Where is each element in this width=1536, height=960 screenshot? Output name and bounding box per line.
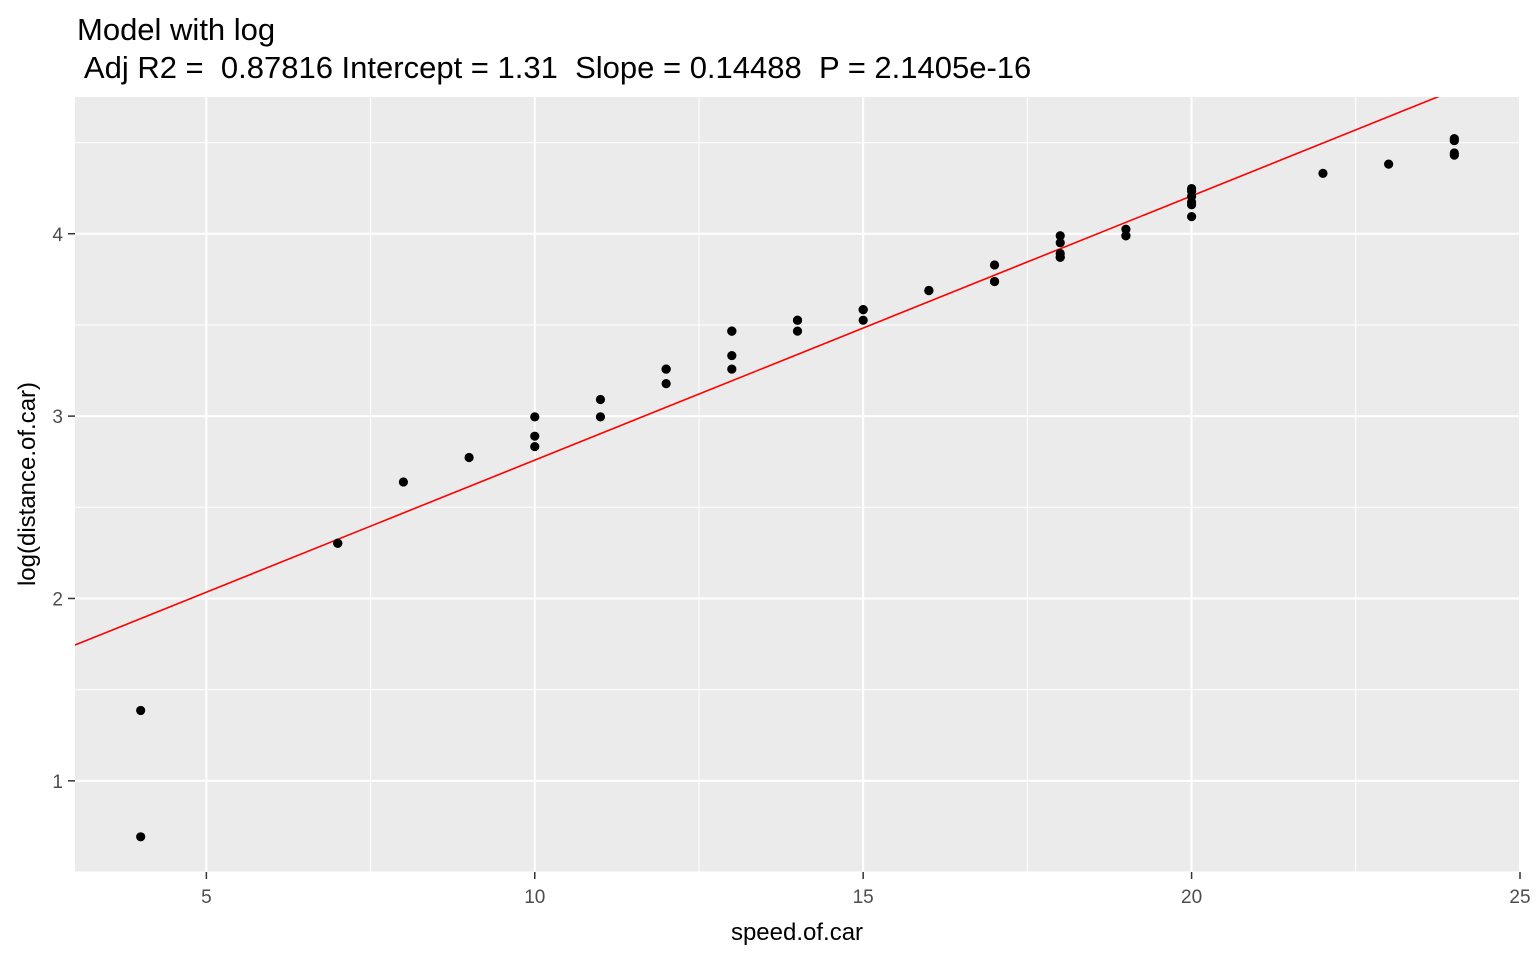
data-point [530, 431, 540, 441]
fit-line-group [75, 97, 1440, 646]
data-point [858, 315, 868, 325]
data-point [858, 305, 868, 315]
x-tick-label: 25 [1509, 887, 1530, 908]
data-point [1055, 248, 1065, 259]
data-point [661, 379, 671, 389]
x-tick-label: 5 [201, 887, 212, 908]
data-point [1449, 133, 1459, 144]
data-point [1186, 212, 1197, 222]
x-tick-label: 20 [1181, 887, 1202, 908]
data-point [661, 364, 671, 374]
data-point [727, 364, 737, 374]
data-point [530, 441, 540, 452]
data-point [1186, 183, 1197, 194]
data-point [595, 412, 606, 422]
data-point [136, 705, 146, 716]
y-tick-label: 3 [52, 407, 63, 428]
data-point [1384, 159, 1394, 169]
data-point [136, 832, 146, 842]
y-axis: 1 2 3 4 [52, 225, 75, 793]
data-point [1121, 224, 1131, 234]
x-tick-label: 15 [853, 887, 874, 908]
data-point [792, 315, 803, 325]
data-point [1121, 231, 1131, 241]
data-point [464, 452, 474, 463]
data-point [333, 538, 343, 548]
data-point [924, 285, 934, 296]
data-point [1449, 148, 1459, 158]
data-points [136, 133, 1459, 842]
x-tick-label: 10 [524, 887, 545, 908]
data-point [595, 394, 606, 405]
y-axis-title: log(distance.of.car) [14, 382, 41, 586]
data-point [1318, 168, 1328, 179]
major-gridlines [75, 97, 1521, 872]
data-point [989, 260, 1000, 270]
plot-panel [75, 97, 1520, 872]
fit-line [75, 97, 1440, 646]
x-axis: 5 10 15 20 25 [201, 872, 1531, 908]
data-point [1055, 238, 1065, 248]
chart-title: Model with log [77, 12, 275, 47]
data-point [1055, 231, 1065, 241]
data-point [727, 326, 737, 336]
data-point [792, 326, 803, 336]
data-point [398, 477, 409, 487]
y-tick-label: 1 [52, 772, 63, 793]
data-point [530, 412, 540, 422]
x-axis-title: speed.of.car [731, 919, 863, 946]
data-point [727, 350, 737, 361]
y-tick-label: 2 [52, 589, 63, 610]
data-point [989, 276, 1000, 287]
y-tick-label: 4 [52, 225, 63, 246]
chart-subtitle: Adj R2 = 0.87816 Intercept = 1.31 Slope … [77, 50, 1031, 85]
minor-gridlines [75, 97, 1520, 873]
